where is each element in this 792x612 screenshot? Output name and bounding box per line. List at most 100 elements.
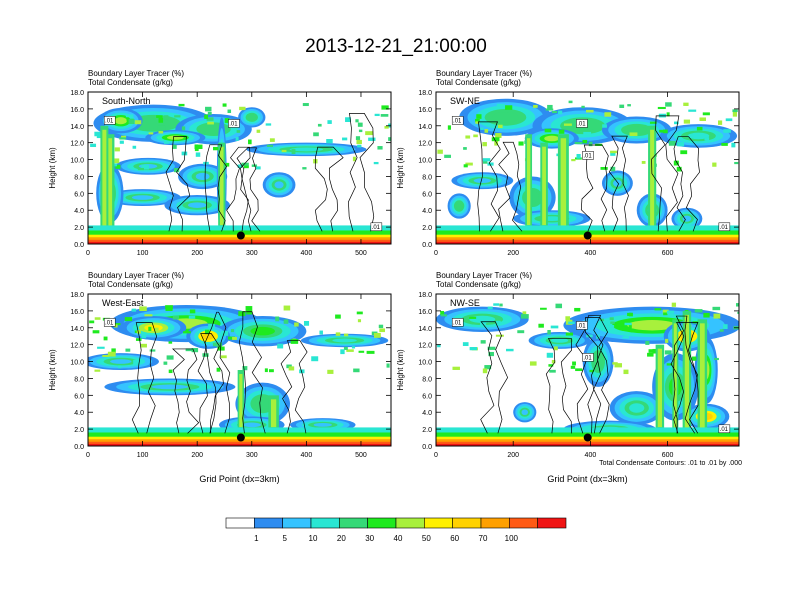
cloud-speckle <box>520 314 529 319</box>
y-tick-label: 14.0 <box>70 124 84 131</box>
x-tick-label: 100 <box>137 250 149 257</box>
cloud-speckle <box>495 133 502 139</box>
cloud-speckle <box>358 129 363 133</box>
cloud-speckle <box>157 125 166 131</box>
cloud-speckle <box>294 322 299 327</box>
cloud-speckle <box>610 166 616 172</box>
cloud-speckle <box>246 310 253 315</box>
contour-label-box <box>103 318 116 327</box>
colorbar-swatch <box>282 517 312 529</box>
cloud-region <box>629 403 645 413</box>
cloud-speckle <box>482 158 491 162</box>
location-marker <box>236 231 245 240</box>
cloud-region <box>473 178 491 184</box>
cloud-speckle <box>437 149 443 154</box>
cloud-region <box>274 181 284 189</box>
x-tick-label: 600 <box>662 452 674 459</box>
cloud-speckle <box>172 144 177 149</box>
condensate-contour <box>673 136 700 232</box>
cloud-speckle <box>235 137 239 141</box>
cloud-speckle <box>164 115 169 120</box>
cloud-speckle <box>568 100 573 104</box>
cloud-speckle <box>599 318 604 322</box>
condensate-contour <box>477 121 501 232</box>
contour-label-box <box>103 116 116 125</box>
panels: Boundary Layer Tracer (%)Total Condensat… <box>48 69 740 484</box>
colorbar-swatch <box>367 517 397 529</box>
cloud-speckle <box>353 368 360 373</box>
condensate-contour <box>204 311 231 434</box>
cloud-speckle <box>664 350 672 355</box>
cloud-speckle <box>220 355 227 359</box>
cloud-speckle <box>189 309 196 314</box>
cloud-speckle <box>586 109 594 113</box>
cloud-speckle <box>357 144 362 148</box>
contour-label-box <box>582 151 594 160</box>
y-tick-label: 8.0 <box>74 376 84 383</box>
cloud-speckle <box>463 164 468 168</box>
condensate-contour <box>314 146 344 232</box>
y-tick-label: 2.0 <box>74 225 84 232</box>
cloud-speckle <box>624 322 632 326</box>
cloud-speckle <box>622 336 630 339</box>
y-tick-label: 2.0 <box>74 427 84 434</box>
cloud-speckle <box>671 302 677 307</box>
cloud-speckle <box>380 114 389 117</box>
y-tick-label: 16.0 <box>70 107 84 114</box>
cloud-speckle <box>598 353 604 356</box>
cloud-speckle <box>495 320 501 324</box>
cloud-speckle <box>141 333 147 339</box>
cloud-speckle <box>386 363 390 368</box>
cloud-speckle <box>148 326 152 331</box>
cloud-region <box>166 135 184 140</box>
y-tick-label: 6.0 <box>74 191 84 198</box>
cloud-speckle <box>245 306 253 311</box>
condensate-contour <box>670 322 699 434</box>
cloud-speckle <box>208 323 215 329</box>
cloud-speckle <box>343 346 348 350</box>
cloud-speckle <box>546 352 554 358</box>
cloud-speckle <box>680 150 688 155</box>
contour-label: .01 <box>720 427 729 433</box>
cloud-region <box>255 397 271 410</box>
contour-label: .01 <box>372 225 381 231</box>
cloud-speckle <box>357 122 363 127</box>
contour-label: .01 <box>577 323 586 329</box>
cloud-speckle <box>365 131 374 136</box>
cloud-speckle <box>483 159 488 164</box>
y-tick-label: 18.0 <box>418 90 432 97</box>
cloud-speckle <box>582 139 588 144</box>
cloud-speckle <box>609 317 614 321</box>
cloud-speckle <box>589 369 594 373</box>
cloud-speckle <box>712 162 717 167</box>
y-tick-label: 16.0 <box>418 309 432 316</box>
cloud-speckle <box>647 352 654 357</box>
cloud-speckle <box>550 325 559 329</box>
cloud-speckle <box>207 121 214 125</box>
cloud-speckle <box>157 111 162 115</box>
cloud-speckle <box>191 348 199 353</box>
cloud-speckle <box>345 117 351 123</box>
cloud-region <box>242 422 261 428</box>
cloud-speckle <box>553 346 558 351</box>
convective-core <box>650 129 655 234</box>
colorbar-swatch <box>254 517 283 529</box>
cloud-speckle <box>236 130 241 133</box>
cloud-speckle <box>248 139 252 145</box>
contour-label: .01 <box>229 121 238 127</box>
cloud-speckle <box>113 323 121 326</box>
colorbar-swatch <box>480 517 510 529</box>
y-tick-label: 8.0 <box>74 174 84 181</box>
cloud-region <box>455 202 463 210</box>
y-tick-label: 10.0 <box>418 360 432 367</box>
cloud-speckle <box>228 336 235 340</box>
x-tick-label: 0 <box>434 452 438 459</box>
cloud-speckle <box>311 356 319 362</box>
cloud-region <box>114 117 127 125</box>
y-tick-label: 4.0 <box>422 410 432 417</box>
cloud-speckle <box>723 324 728 330</box>
panel-subtitle-tracer: Boundary Layer Tracer (%) <box>436 271 532 280</box>
condensate-contour <box>131 322 157 434</box>
convective-core <box>560 138 567 234</box>
cloud-speckle <box>688 109 697 112</box>
